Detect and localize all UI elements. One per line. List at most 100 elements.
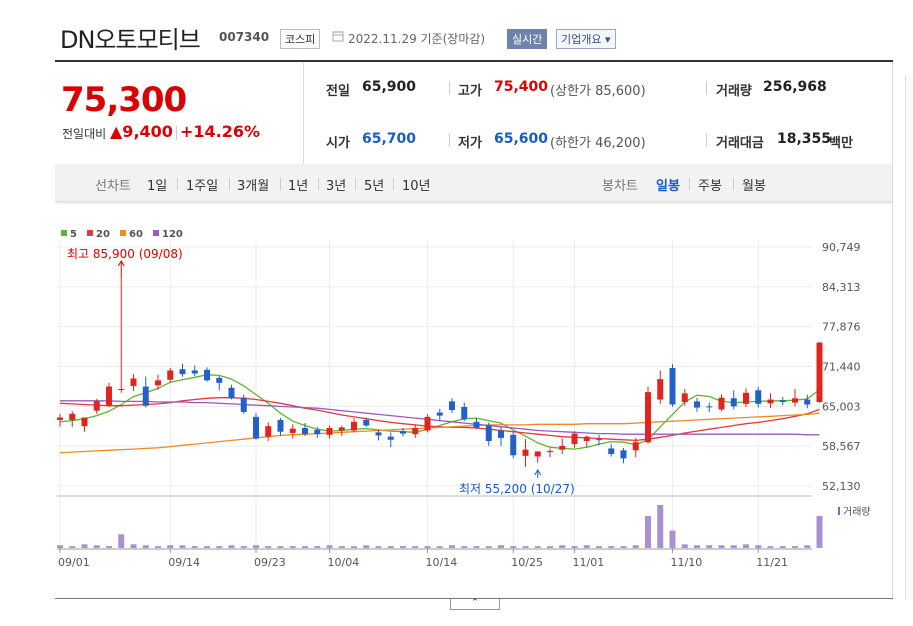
ma-legend-swatch: [153, 230, 159, 236]
stock-name: DN오토모티브: [60, 26, 201, 54]
volume-bar: [216, 546, 223, 548]
company-info-dropdown[interactable]: 기업개요 ▾: [556, 29, 616, 49]
volume-bar: [620, 546, 627, 548]
high-value: 75,400: [494, 79, 549, 95]
volume-bar: [69, 546, 76, 548]
prev-close-label: 전일: [326, 84, 350, 99]
ma-legend-label: 5: [70, 229, 77, 240]
candle-chart-label: 봉차트: [602, 179, 638, 194]
volume-bar: [204, 546, 210, 548]
period-3m[interactable]: 3개월: [237, 179, 270, 194]
candle-body: [473, 421, 480, 429]
candle-body: [130, 378, 137, 386]
period-1w[interactable]: 1주일: [186, 179, 219, 194]
volume-bar: [436, 546, 443, 548]
divider: [280, 178, 281, 190]
volume-legend-swatch: [838, 507, 840, 515]
volume-bar: [645, 515, 651, 548]
ma-60-line: [59, 412, 820, 454]
period-3y[interactable]: 3년: [326, 179, 347, 194]
volume-bar: [351, 546, 357, 548]
divider: [449, 133, 450, 147]
volume-bar: [669, 530, 676, 548]
volume-bar: [804, 545, 811, 548]
volume-bar: [510, 546, 517, 548]
candle-body: [706, 406, 713, 408]
volume-bar: [583, 545, 590, 548]
volume-bar: [498, 545, 504, 548]
y-tick-label: 65,003: [822, 400, 861, 413]
divider: [318, 178, 319, 190]
volume-bar: [547, 546, 553, 548]
volume-bar: [387, 546, 394, 548]
candle-body: [571, 433, 578, 445]
volume-bar: [779, 546, 786, 548]
candle-body: [387, 436, 394, 440]
volume-bar: [155, 546, 161, 548]
volume-bar: [534, 546, 541, 548]
candle-body: [93, 401, 100, 411]
candle-body: [191, 370, 198, 374]
candle-body: [265, 426, 272, 437]
ma-legend-swatch: [120, 230, 126, 236]
volume-bar: [81, 544, 88, 548]
volume-bar: [608, 546, 615, 548]
x-tick-label: 11/21: [756, 556, 788, 569]
candle-daily[interactable]: 일봉: [656, 179, 680, 194]
x-tick-label: 11/10: [671, 556, 703, 569]
chart-bottom-line: [55, 598, 893, 599]
y-tick-label: 84,313: [822, 281, 861, 294]
candle-body: [302, 428, 308, 435]
volume-bar: [694, 545, 700, 548]
candle-body: [681, 393, 688, 403]
realtime-button[interactable]: 실시간: [507, 29, 548, 49]
y-tick-label: 52,130: [822, 480, 861, 493]
candle-body: [57, 417, 63, 420]
candle-body: [314, 429, 321, 435]
change-label: 전일대비: [62, 127, 107, 141]
candle-body: [816, 342, 823, 403]
period-1y[interactable]: 1년: [288, 179, 309, 194]
trade-amount-unit: 백만: [829, 136, 853, 151]
candle-body: [142, 386, 149, 406]
candle-body: [608, 448, 615, 455]
candle-body: [69, 413, 76, 420]
candle-weekly[interactable]: 주봉: [698, 179, 722, 194]
candle-body: [743, 392, 749, 404]
trade-amount-label: 거래대금: [716, 136, 764, 151]
candle-body: [204, 369, 210, 381]
volume-bar: [93, 545, 100, 548]
candle-body: [694, 401, 700, 408]
period-1d[interactable]: 1일: [147, 179, 168, 194]
volume-bar: [755, 545, 762, 548]
volume-bar: [767, 546, 774, 548]
volume-bar: [559, 545, 566, 548]
divider: [706, 133, 707, 147]
period-toolbar: [55, 164, 893, 202]
candle-body: [779, 400, 786, 403]
volume-bar: [130, 544, 137, 548]
candle-body: [657, 379, 664, 400]
side-panel-edge: [905, 75, 913, 600]
collapse-chart-button[interactable]: ⌃: [450, 599, 500, 610]
prev-close-value: 65,900: [362, 79, 417, 95]
volume-bar: [461, 546, 468, 548]
candle-body: [559, 445, 566, 450]
divider: [706, 81, 707, 95]
candle-body: [216, 377, 223, 383]
candle-monthly[interactable]: 월봉: [742, 179, 766, 194]
volume-bar: [363, 545, 370, 548]
volume-bar: [706, 545, 713, 548]
period-5y[interactable]: 5년: [364, 179, 385, 194]
divider: [393, 178, 394, 190]
candle-body: [583, 436, 590, 442]
candle-body: [289, 428, 296, 433]
candle-body: [718, 397, 725, 410]
volume-bar: [326, 545, 333, 548]
volume-bar: [167, 545, 174, 548]
period-10y[interactable]: 10년: [402, 179, 431, 194]
candle-body: [81, 417, 88, 427]
volume-bar: [718, 545, 725, 548]
price-change: ▲9,400: [110, 122, 173, 141]
